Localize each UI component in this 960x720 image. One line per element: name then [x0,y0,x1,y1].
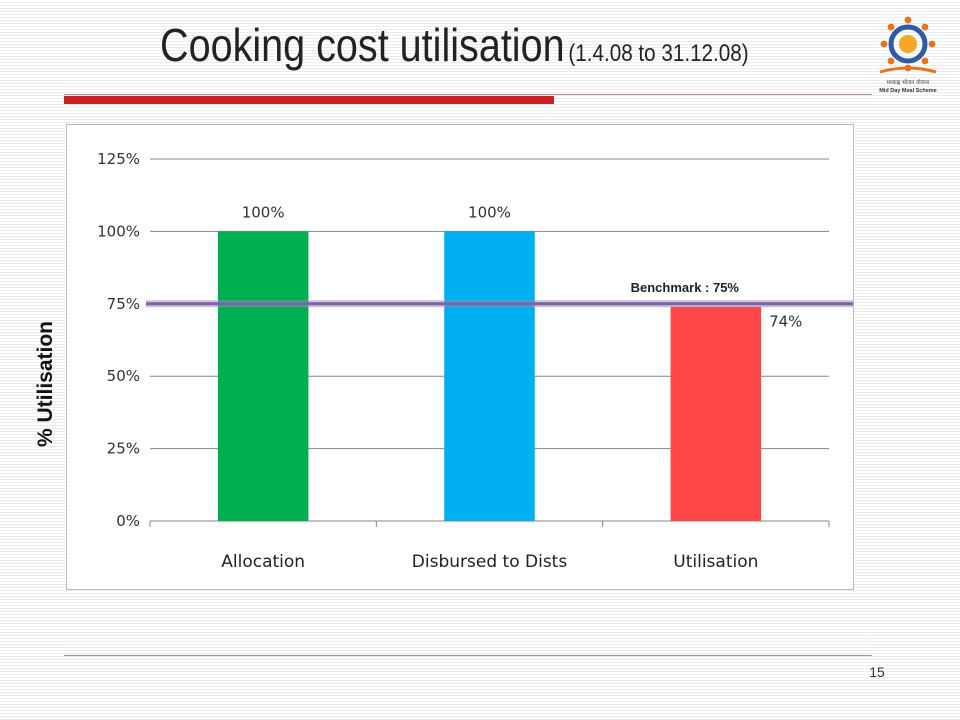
data-label: 74% [769,313,802,331]
benchmark-label: Benchmark : 75% [631,280,740,295]
y-tick-label: 100% [97,222,140,240]
bar [444,231,535,521]
chart-area: 0% 25% 50% 75% 100% 125% 100% Allocation 100% Dis… [66,124,854,590]
y-axis-title: % Utilisation [34,321,57,448]
bar [670,306,762,521]
x-tick-label: Utilisation [673,552,758,572]
bar [217,231,309,521]
mid-day-meal-scheme-logo-icon: मध्याह्न भोजन योजना Mid Day Meal Scheme [879,16,937,94]
title-rule [64,94,872,95]
page-number: 15 [869,664,885,680]
mid-day-meal-logo: मध्याह्न भोजन योजना Mid Day Meal Scheme [866,10,950,98]
y-tick-label: 75% [107,295,140,313]
bars [217,231,762,521]
y-tick-label: 50% [107,367,140,385]
y-tick-label: 125% [97,150,140,168]
x-tick-label: Allocation [221,552,305,572]
y-tick-label: 25% [107,440,140,458]
bar-chart: 0% 25% 50% 75% 100% 125% 100% Allocation 100% Dis… [97,150,853,572]
title-accent-bar [64,96,554,104]
y-tick-label: 0% [116,512,140,530]
data-label: 100% [242,203,285,221]
x-tick-label: Disbursed to Dists [412,552,568,572]
data-label: 100% [468,203,511,221]
labels: 0% 25% 50% 75% 100% 125% 100% Allocation 100% Dis… [97,150,802,572]
footer-rule [64,655,872,656]
title-main: Cooking cost utilisation [160,19,565,71]
logo-caption-hindi: मध्याह्न भोजन योजना [887,79,930,86]
title-subtitle: (1.4.08 to 31.12.08) [568,40,749,67]
logo-caption-english: Mid Day Meal Scheme [879,88,936,94]
slide-title: Cooking cost utilisation (1.4.08 to 31.1… [160,18,749,72]
